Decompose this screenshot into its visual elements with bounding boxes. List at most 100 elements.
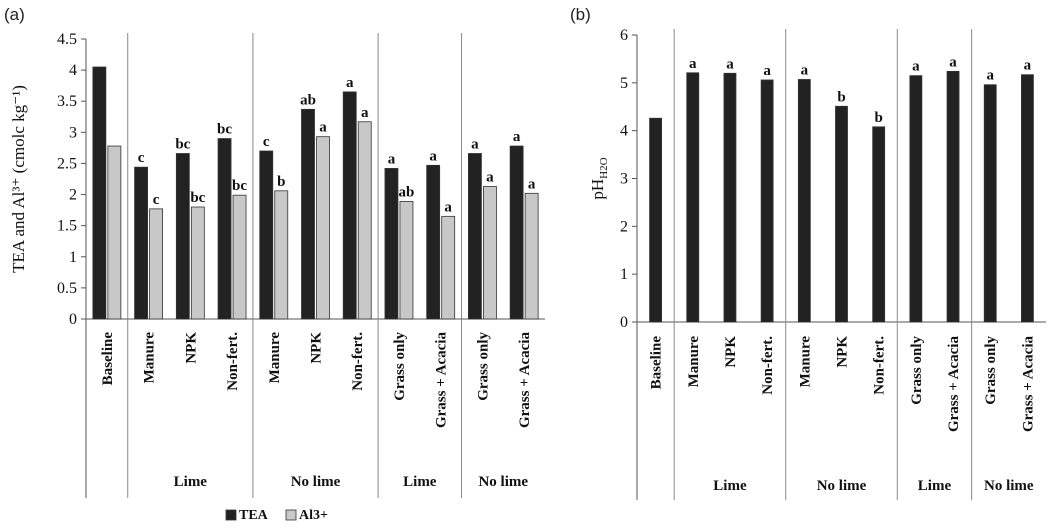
bar-value [872, 126, 886, 323]
category-label: Manure [267, 332, 283, 384]
y-tick-label: 4 [620, 123, 628, 140]
significance-label: a [444, 199, 452, 215]
category-label: Non-fert. [872, 336, 888, 395]
significance-label: a [912, 59, 920, 75]
bar-tea [426, 164, 441, 320]
significance-label: a [726, 56, 734, 72]
bar-tea [259, 150, 274, 320]
y-tick-label: 1.5 [57, 218, 77, 235]
significance-label: a [986, 68, 994, 84]
bar-al3- [524, 192, 539, 320]
category-label: Grass + Acacia [1020, 336, 1036, 433]
bar-value [983, 84, 997, 323]
category-label: Grass + Acacia [946, 336, 962, 433]
significance-label: a [1024, 58, 1032, 74]
significance-label: ab [300, 92, 316, 108]
significance-label: a [801, 62, 809, 78]
category-label: Baseline [100, 332, 116, 386]
category-label: Grass + Acacia [434, 332, 450, 429]
category-label: NPK [835, 336, 851, 368]
significance-label: a [689, 56, 697, 72]
bar-al3- [107, 145, 122, 320]
bar-al3- [316, 136, 330, 320]
significance-label: bc [217, 122, 232, 138]
significance-label: a [429, 148, 437, 164]
y-tick-label: 2 [620, 218, 628, 235]
significance-label: b [837, 89, 845, 105]
bar-tea [217, 138, 232, 320]
category-label: Non-fert. [760, 336, 776, 395]
group-label: Lime [918, 478, 952, 494]
bar-al3- [399, 200, 414, 320]
legend-swatch [225, 509, 237, 521]
bar-tea [134, 166, 148, 320]
chart-panel-1: (b) 0 1 2 3 4 5 6 pHH2O a a a a b b a a a a Baseline Manure N… [570, 5, 1046, 500]
bar-al3- [274, 190, 289, 320]
bar-tea [92, 66, 107, 320]
bar-al3- [190, 206, 205, 320]
significance-label: a [486, 169, 494, 185]
significance-label: ab [399, 184, 415, 200]
y-tick-label: 0 [69, 311, 77, 328]
bar-al3- [441, 215, 456, 320]
significance-label: bc [175, 136, 190, 152]
bar-tea [301, 108, 315, 320]
bar-al3- [483, 186, 497, 320]
bar-al3- [149, 208, 163, 320]
significance-label: b [277, 174, 285, 190]
y-tick-label: 1 [620, 266, 628, 283]
significance-label: a [361, 105, 369, 121]
bar-value [909, 75, 923, 323]
bar-value [686, 72, 700, 323]
group-label: No lime [478, 474, 528, 490]
y-tick-label: 3.5 [57, 93, 77, 110]
chart-panel-0: (a) 0 0.5 1 1.5 2 2.5 3 3.5 4 4.5 TEA and Al³⁺ (cmo… [4, 5, 545, 523]
group-label: Lime [403, 474, 437, 490]
y-tick-label: 6 [620, 27, 628, 44]
y-axis-title-subscript: H2O [598, 157, 610, 178]
significance-label: c [153, 192, 160, 208]
category-label: Manure [797, 336, 813, 388]
category-label: Grass + Acacia [517, 332, 533, 429]
significance-label: a [388, 151, 396, 167]
bar-tea [342, 91, 357, 320]
y-tick-label: 0 [620, 314, 628, 331]
significance-label: a [763, 63, 771, 79]
y-tick-label: 2 [69, 187, 77, 204]
legend-label: Al3+ [299, 508, 328, 523]
bar-value [835, 105, 848, 323]
y-tick-label: 3 [69, 124, 77, 141]
bar-value [1021, 74, 1034, 323]
bar-value [946, 70, 960, 323]
category-label: Grass only [909, 336, 925, 405]
bar-value [649, 117, 662, 323]
y-tick-label: 5 [620, 75, 628, 92]
category-label: NPK [183, 332, 199, 364]
category-label: Grass only [983, 336, 999, 405]
bar-value [723, 72, 737, 323]
significance-label: a [319, 120, 327, 136]
category-label: Baseline [649, 336, 665, 390]
bar-value [760, 79, 774, 323]
y-tick-label: 2.5 [57, 155, 77, 172]
significance-label: c [263, 134, 270, 150]
significance-label: a [471, 136, 479, 152]
y-axis-title: TEA and Al³⁺ (cmolc kg⁻¹) [9, 85, 28, 273]
legend-label: TEA [239, 508, 269, 523]
significance-label: bc [190, 190, 205, 206]
category-label: Grass only [475, 332, 491, 401]
significance-label: a [949, 54, 957, 70]
group-label: No lime [984, 478, 1034, 494]
category-label: Non-fert. [350, 332, 366, 391]
significance-label: b [875, 110, 883, 126]
significance-label: a [513, 129, 521, 145]
category-label: NPK [723, 336, 739, 368]
significance-label: a [346, 75, 354, 91]
y-tick-label: 4 [69, 62, 77, 79]
y-tick-label: 0.5 [57, 280, 77, 297]
category-label: Manure [142, 332, 158, 384]
legend-swatch [285, 509, 297, 521]
bar-al3- [232, 194, 247, 320]
category-label: Non-fert. [225, 332, 241, 391]
